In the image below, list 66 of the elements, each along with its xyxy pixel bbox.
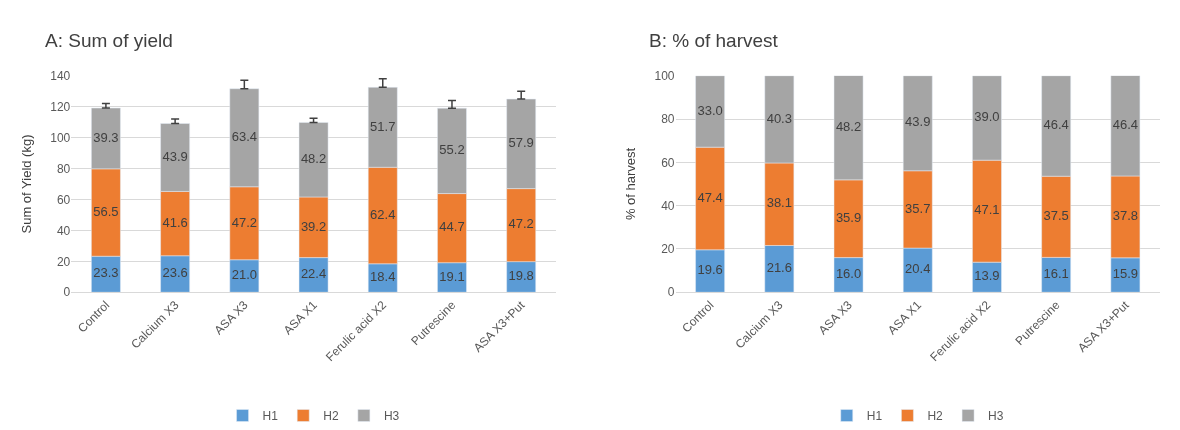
data-label: 40.3 bbox=[766, 110, 792, 126]
data-label: 47.2 bbox=[231, 214, 257, 230]
data-label: 13.9 bbox=[974, 268, 1000, 284]
data-label: 62.4 bbox=[370, 206, 396, 222]
y-tick-label: 80 bbox=[661, 112, 675, 127]
data-label: 19.8 bbox=[508, 268, 534, 284]
legend-label: H2 bbox=[927, 409, 944, 424]
data-label: 16.1 bbox=[1043, 266, 1069, 282]
data-label: 43.9 bbox=[162, 148, 188, 164]
data-label: 55.2 bbox=[439, 142, 465, 158]
y-tick-label: 80 bbox=[56, 161, 71, 176]
y-tick-label: 40 bbox=[661, 198, 675, 213]
chart-title: B: % of harvest bbox=[649, 30, 779, 51]
y-tick-label: 40 bbox=[56, 223, 71, 238]
data-label: 18.4 bbox=[370, 269, 396, 285]
data-label: 19.1 bbox=[439, 268, 465, 284]
data-label: 56.5 bbox=[93, 203, 119, 219]
data-label: 37.8 bbox=[1112, 208, 1139, 224]
data-label: 21.6 bbox=[766, 260, 792, 276]
data-label: 22.4 bbox=[300, 266, 327, 282]
data-label: 23.6 bbox=[162, 265, 188, 281]
data-label: 51.7 bbox=[370, 118, 396, 134]
data-label: 63.4 bbox=[231, 128, 257, 144]
y-tick-label: 20 bbox=[661, 242, 675, 257]
data-label: 46.4 bbox=[1043, 117, 1069, 133]
data-label: 48.2 bbox=[835, 118, 862, 134]
data-label: 47.1 bbox=[974, 202, 1000, 218]
data-label: 33.0 bbox=[697, 102, 723, 118]
y-tick-label: 0 bbox=[667, 285, 675, 300]
data-label: 35.9 bbox=[835, 209, 862, 225]
data-label: 41.6 bbox=[162, 214, 188, 230]
y-tick-label: 0 bbox=[63, 285, 71, 300]
y-axis-title: Sum of Yield (kg) bbox=[19, 134, 35, 234]
data-label: 21.0 bbox=[231, 267, 257, 283]
legend-label: H3 bbox=[988, 409, 1004, 424]
data-label: 44.7 bbox=[439, 219, 465, 235]
chart-title: A: Sum of yield bbox=[45, 30, 173, 51]
y-tick-label: 100 bbox=[50, 130, 71, 145]
data-label: 35.7 bbox=[905, 200, 931, 216]
data-label: 43.9 bbox=[905, 114, 931, 130]
data-label: 15.9 bbox=[1112, 266, 1139, 282]
data-label: 38.1 bbox=[766, 195, 792, 211]
data-label: 20.4 bbox=[905, 261, 931, 277]
data-label: 47.2 bbox=[508, 216, 534, 232]
legend-label: H1 bbox=[866, 409, 883, 424]
y-tick-label: 140 bbox=[50, 68, 71, 83]
data-label: 39.3 bbox=[93, 129, 119, 145]
data-label: 39.2 bbox=[300, 218, 327, 234]
y-tick-label: 60 bbox=[661, 155, 675, 170]
data-label: 16.0 bbox=[835, 266, 862, 282]
legend-label: H3 bbox=[383, 409, 400, 424]
data-label: 19.6 bbox=[697, 262, 723, 278]
legend-label: H2 bbox=[323, 409, 339, 424]
data-label: 46.4 bbox=[1112, 116, 1139, 132]
y-tick-label: 20 bbox=[56, 254, 71, 269]
y-tick-label: 100 bbox=[654, 68, 675, 83]
data-label: 39.0 bbox=[974, 109, 1000, 125]
y-tick-label: 120 bbox=[50, 99, 71, 114]
y-tick-label: 60 bbox=[56, 192, 71, 207]
data-label: 23.3 bbox=[93, 265, 119, 281]
legend-label: H1 bbox=[262, 409, 279, 424]
y-axis-title: % of harvest bbox=[623, 147, 639, 221]
data-label: 48.2 bbox=[300, 150, 327, 166]
data-label: 57.9 bbox=[508, 135, 534, 151]
data-label: 47.4 bbox=[697, 189, 723, 205]
data-label: 37.5 bbox=[1043, 208, 1069, 224]
